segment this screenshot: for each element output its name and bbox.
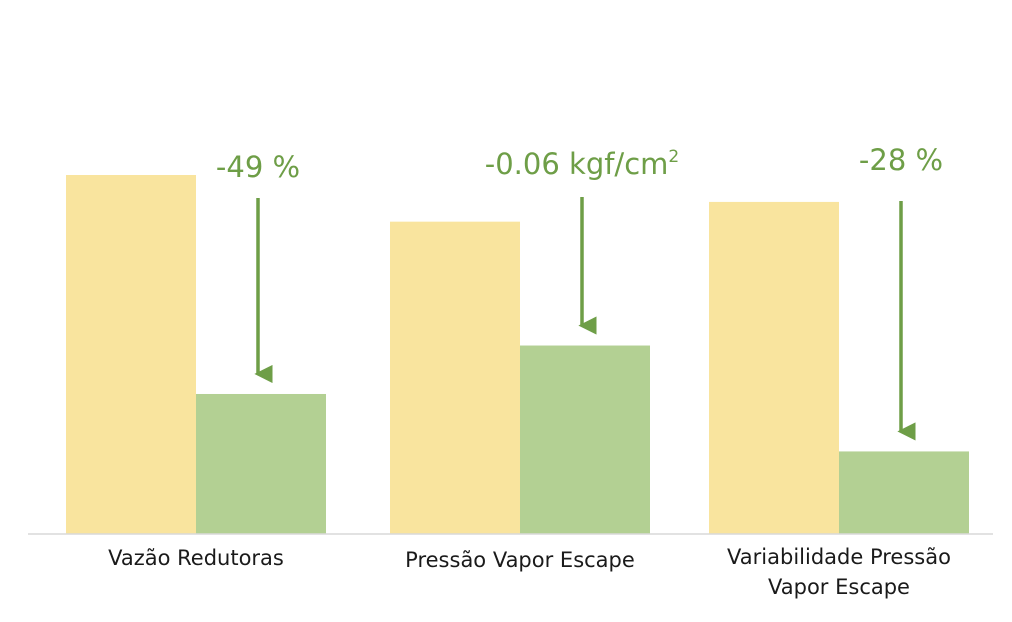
change-label-2: -0.06 kgf/cm2 <box>485 147 679 181</box>
change-label-3: -28 % <box>859 143 943 177</box>
arrows-group <box>254 197 916 441</box>
x-tick-label-1: Vazão Redutoras <box>108 546 284 570</box>
x-tick-label-3: Variabilidade Pressão Vapor Escape <box>727 545 951 599</box>
bar-2-series-2 <box>520 345 650 534</box>
bar-3-series-2 <box>839 451 969 534</box>
bars-group <box>66 175 969 535</box>
bar-3-series-1 <box>709 201 839 535</box>
bar-1-series-2 <box>196 393 326 534</box>
x-tick-labels: Vazão Redutoras Pressão Vapor Escape Varia… <box>108 545 951 599</box>
x-tick-label-2: Pressão Vapor Escape <box>405 548 635 572</box>
bar-2-series-1 <box>390 221 520 535</box>
annotations-group: -49 % -0.06 kgf/cm2 -28 % <box>216 143 943 184</box>
bar-1-series-1 <box>66 175 196 534</box>
change-label-1: -49 % <box>216 150 300 184</box>
